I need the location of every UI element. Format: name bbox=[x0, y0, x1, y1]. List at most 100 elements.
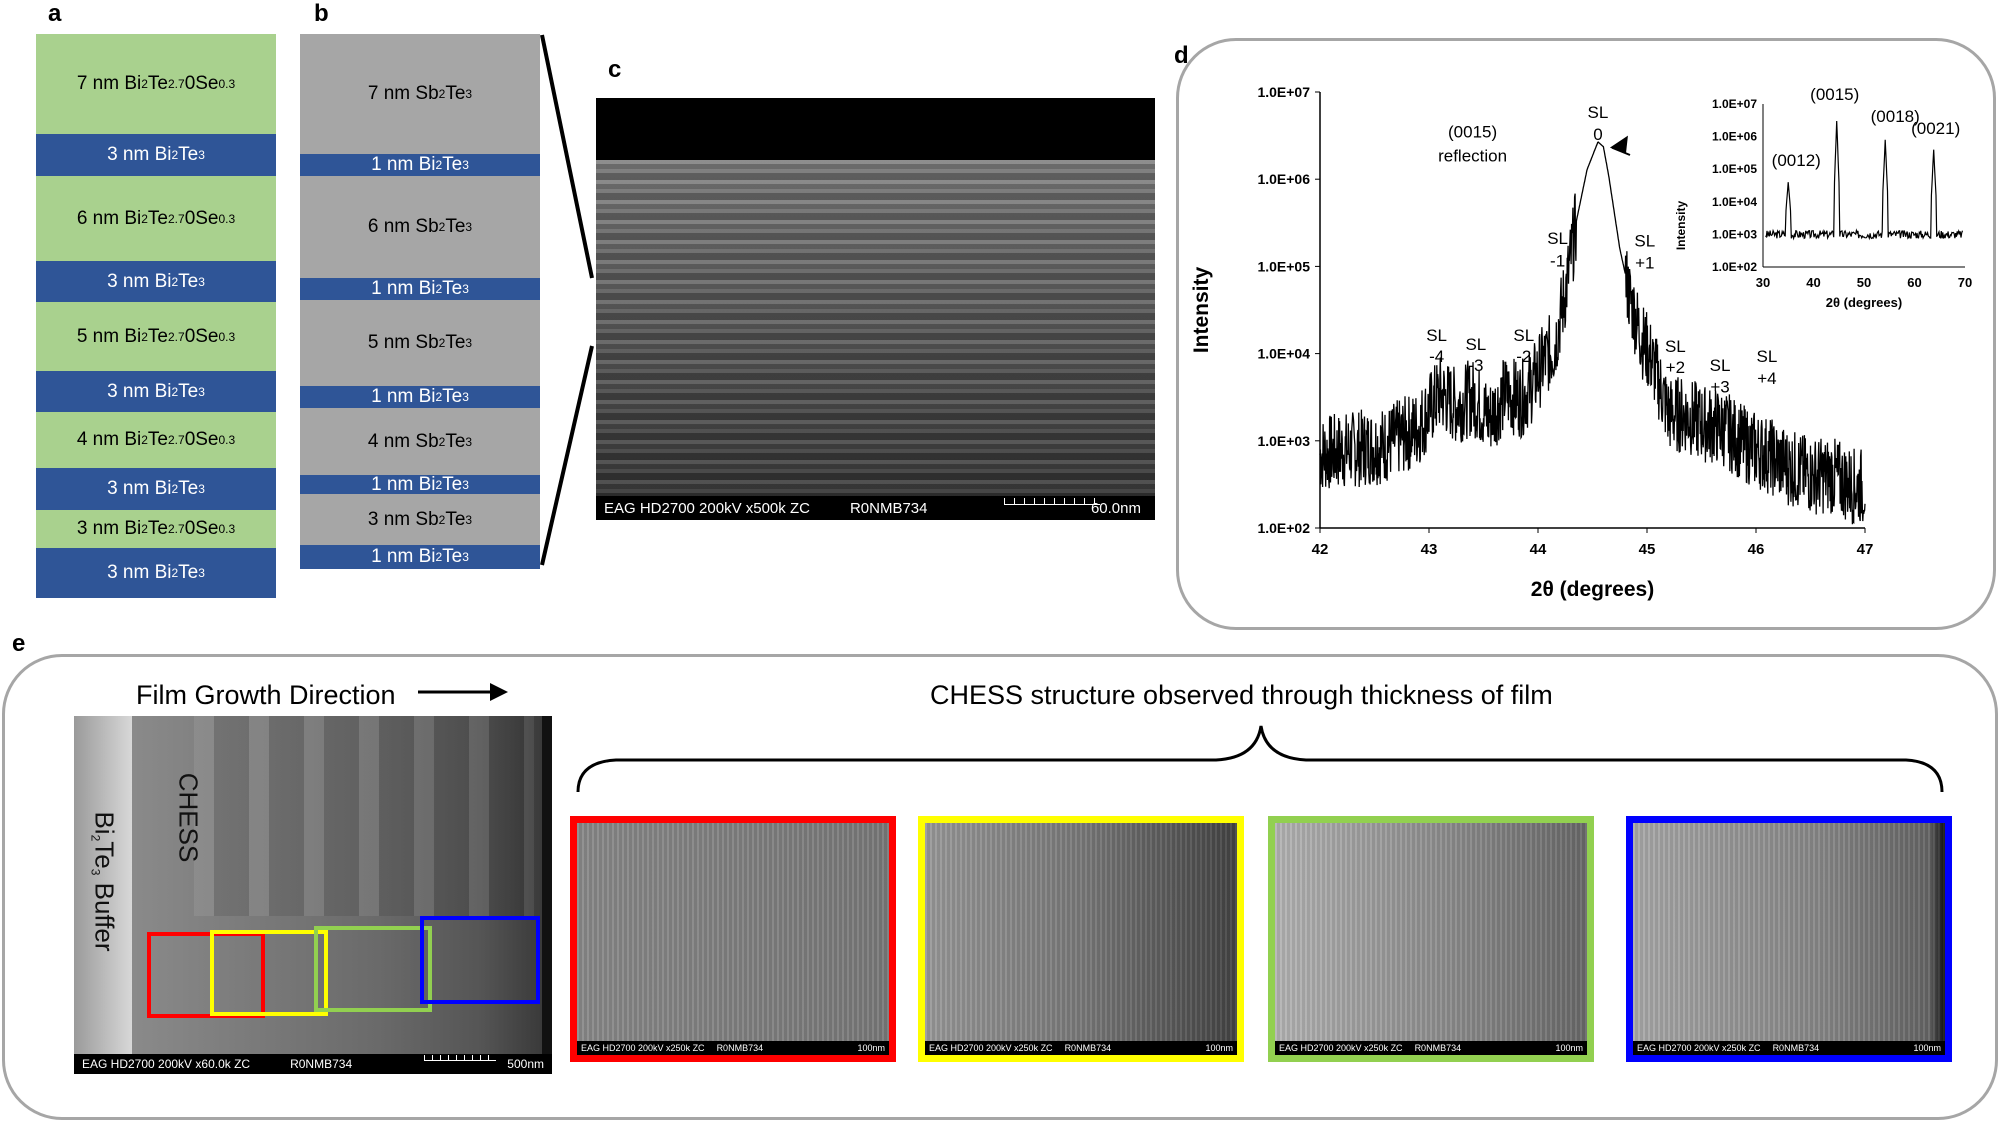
overview-scale-ticks bbox=[424, 1055, 496, 1061]
y-tick-label: 1.0E+07 bbox=[1257, 84, 1310, 100]
stem-image-c: EAG HD2700 200kV x500k ZC R0NMB734 60.0n… bbox=[596, 98, 1155, 520]
peak-annotation: SL bbox=[1710, 356, 1731, 375]
inset-y-tick: 1.0E+05 bbox=[1712, 162, 1757, 176]
x-axis-label: 2θ (degrees) bbox=[1531, 578, 1654, 601]
inset-peak-label: (0018) bbox=[1871, 107, 1920, 126]
peak-annotation: SL bbox=[1547, 229, 1568, 248]
overview-scale-label: 500nm bbox=[507, 1057, 544, 1071]
observed-label: CHESS structure observed through thickne… bbox=[930, 680, 1553, 710]
inset-y-tick: 1.0E+07 bbox=[1712, 97, 1757, 111]
growth-arrow-icon bbox=[418, 683, 508, 701]
peak-annotation: +3 bbox=[1710, 377, 1729, 396]
layer-b-9: 1 nm Bi 2 Te 3 bbox=[300, 545, 540, 569]
inset-peak-label: (0015) bbox=[1810, 85, 1859, 104]
peak-annotation: -4 bbox=[1429, 347, 1444, 366]
detail-caption: EAG HD2700 200kV x250k ZC bbox=[581, 1043, 705, 1053]
layer-b-8: 3 nm Sb 2 Te 3 bbox=[300, 494, 540, 545]
detail-sample-id: R0NMB734 bbox=[1772, 1043, 1820, 1053]
inset-x-tick: 30 bbox=[1756, 275, 1770, 290]
layer-b-3: 1 nm Bi 2 Te 3 bbox=[300, 278, 540, 300]
buffer-formula-mid: Te bbox=[89, 841, 120, 869]
inset-y-tick: 1.0E+06 bbox=[1712, 130, 1757, 144]
inset-y-tick: 1.0E+02 bbox=[1712, 260, 1757, 274]
inset-peak-label: (0012) bbox=[1772, 151, 1821, 170]
detail-image-red: EAG HD2700 200kV x250k ZC R0NMB734 100nm bbox=[570, 816, 896, 1062]
peak-annotation: SL bbox=[1513, 326, 1534, 345]
layer-a-5: 3 nm Bi 2 Te 3 bbox=[36, 371, 276, 412]
panel-label-b: b bbox=[314, 0, 329, 27]
buffer-label: Buffer bbox=[89, 882, 120, 952]
curly-brace bbox=[576, 725, 1944, 793]
layer-a-4: 5 nm Bi 2 Te 2.7 0Se 0.3 bbox=[36, 302, 276, 371]
x-tick-label: 45 bbox=[1639, 541, 1656, 558]
detail-image-blue: EAG HD2700 200kV x250k ZC R0NMB734 100nm bbox=[1626, 816, 1952, 1062]
peak-annotation: -2 bbox=[1516, 347, 1531, 366]
peak-annotation: 0 bbox=[1593, 125, 1602, 144]
zoom-connector-lines bbox=[540, 34, 594, 566]
detail-image-green: EAG HD2700 200kV x250k ZC R0NMB734 100nm bbox=[1268, 816, 1594, 1062]
y-tick-label: 1.0E+05 bbox=[1257, 258, 1310, 274]
inset-x-tick: 50 bbox=[1857, 275, 1871, 290]
microscope-caption: EAG HD2700 200kV x500k ZC bbox=[604, 499, 810, 517]
panel-label-d: d bbox=[1174, 42, 1189, 69]
xrd-chart: 1.0E+02 1.0E+03 1.0E+04 1.0E+05 1.0E+06 1.0E+… bbox=[1190, 84, 1972, 601]
region-box-green bbox=[314, 926, 432, 1012]
inset-trace bbox=[1765, 120, 1964, 241]
peak-annotation: SL bbox=[1665, 337, 1686, 356]
panel-label-a: a bbox=[48, 0, 62, 27]
peak-annotation: SL bbox=[1588, 103, 1609, 122]
sample-id: R0NMB734 bbox=[849, 499, 928, 517]
stem-overview-image: Bi2Te3 Buffer CHESS EAG HD2700 200kV x60… bbox=[74, 716, 552, 1074]
arrow-head-icon bbox=[1609, 135, 1628, 154]
detail-image-yellow: EAG HD2700 200kV x250k ZC R0NMB734 100nm bbox=[918, 816, 1244, 1062]
detail-caption: EAG HD2700 200kV x250k ZC bbox=[1637, 1043, 1761, 1053]
layer-b-6: 4 nm Sb 2 Te 3 bbox=[300, 408, 540, 475]
region-box-yellow bbox=[210, 930, 328, 1016]
chess-label: CHESS bbox=[173, 772, 204, 863]
inset-x-tick: 70 bbox=[1958, 275, 1972, 290]
x-tick-label: 43 bbox=[1421, 541, 1438, 558]
x-tick-label: 47 bbox=[1857, 541, 1874, 558]
detail-scale-label: 100nm bbox=[1205, 1043, 1233, 1053]
overview-info-bar: EAG HD2700 200kV x60.0k ZC R0NMB734 500n… bbox=[74, 1054, 552, 1074]
overview-caption: EAG HD2700 200kV x60.0k ZC bbox=[82, 1057, 251, 1071]
inset-peak-label: (0021) bbox=[1911, 119, 1960, 138]
inset-x-label: 2θ (degrees) bbox=[1826, 295, 1902, 310]
inset-x-tick: 40 bbox=[1806, 275, 1820, 290]
panel-label-e: e bbox=[12, 630, 26, 657]
detail-caption: EAG HD2700 200kV x250k ZC bbox=[1279, 1043, 1403, 1053]
layer-a-3: 3 nm Bi 2 Te 3 bbox=[36, 261, 276, 302]
peak-annotation: +4 bbox=[1757, 369, 1776, 388]
layer-a-6: 4 nm Bi 2 Te 2.7 0Se 0.3 bbox=[36, 412, 276, 468]
detail-sample-id: R0NMB734 bbox=[1414, 1043, 1462, 1053]
x-tick-label: 44 bbox=[1530, 541, 1547, 558]
layer-b-4: 5 nm Sb 2 Te 3 bbox=[300, 300, 540, 386]
region-box-blue bbox=[420, 916, 540, 1004]
detail-scale-label: 100nm bbox=[1913, 1043, 1941, 1053]
y-tick-label: 1.0E+02 bbox=[1257, 520, 1310, 536]
scale-label: 60.0nm bbox=[1090, 499, 1141, 517]
buffer-formula-sub1: 2 bbox=[88, 834, 103, 842]
scale-ticks bbox=[1004, 498, 1100, 505]
panel-e-frame bbox=[2, 654, 1998, 1120]
y-tick-label: 1.0E+06 bbox=[1257, 171, 1310, 187]
panel-d-frame bbox=[1176, 38, 1996, 630]
panel-label-c: c bbox=[608, 56, 622, 83]
x-tick-label: 42 bbox=[1312, 541, 1329, 558]
layer-a-8: 3 nm Bi 2 Te 2.7 0Se 0.3 bbox=[36, 510, 276, 548]
layer-a-2: 6 nm Bi 2 Te 2.7 0Se 0.3 bbox=[36, 176, 276, 261]
peak-annotation: SL bbox=[1465, 335, 1486, 354]
layer-b-1: 1 nm Bi 2 Te 3 bbox=[300, 154, 540, 176]
y-tick-label: 1.0E+03 bbox=[1257, 433, 1310, 449]
inset-y-tick: 1.0E+04 bbox=[1712, 195, 1757, 209]
xrd-trace bbox=[1319, 141, 1866, 525]
region-box-red bbox=[147, 932, 265, 1018]
peak-annotation: SL bbox=[1757, 347, 1778, 366]
inset-x-tick: 60 bbox=[1907, 275, 1921, 290]
buffer-formula-sub2: 3 bbox=[88, 868, 103, 876]
inset-y-tick: 1.0E+03 bbox=[1712, 227, 1757, 241]
peak-annotation: SL bbox=[1634, 231, 1655, 250]
peak-annotation: +1 bbox=[1635, 253, 1654, 272]
layer-a-7: 3 nm Bi 2 Te 3 bbox=[36, 468, 276, 510]
peak-annotation: (0015) bbox=[1448, 123, 1497, 142]
